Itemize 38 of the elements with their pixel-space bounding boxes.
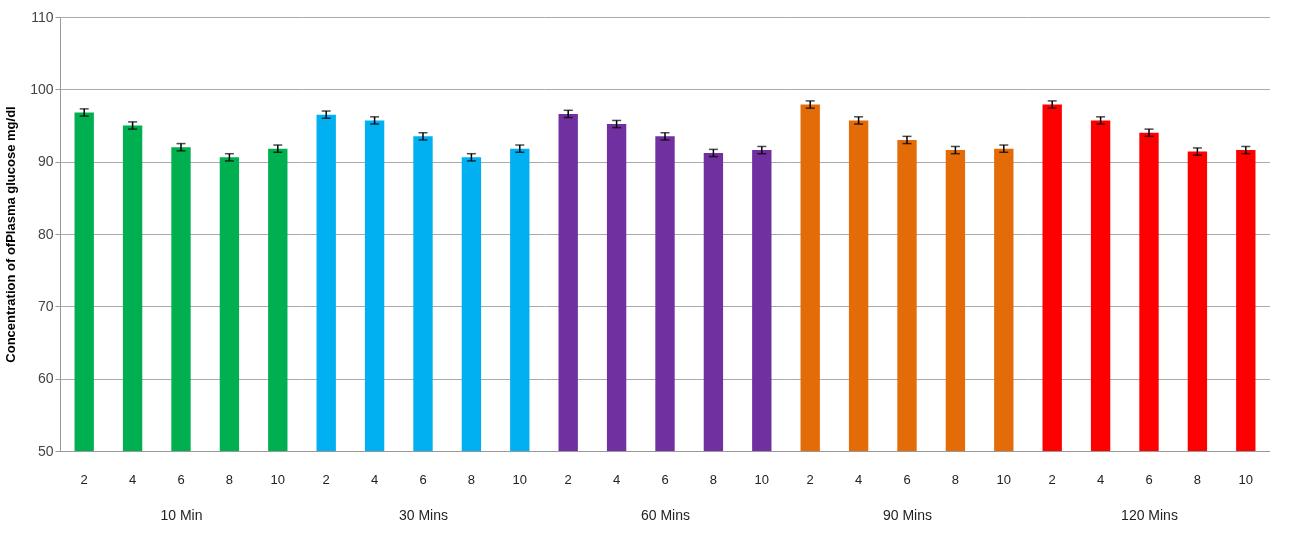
x-tick-label: 6	[1145, 471, 1153, 487]
x-tick-label: 6	[661, 471, 669, 487]
x-tick-label: 6	[419, 471, 427, 487]
x-tick-label: 8	[1193, 471, 1202, 487]
x-tick-label: 8	[951, 471, 960, 487]
y-tick-label: 70	[37, 297, 54, 314]
x-tick-label: 10	[1238, 471, 1254, 487]
x-axis-title: 60 Mins	[640, 506, 691, 523]
y-tick-label: 80	[37, 225, 54, 242]
y-tick-label: 60	[37, 370, 54, 387]
x-tick-label: 10	[512, 471, 528, 487]
x-tick-label: 2	[1048, 471, 1056, 487]
x-tick-label: 4	[128, 471, 137, 487]
x-tick-label: 4	[370, 471, 379, 487]
x-tick-label: 8	[709, 471, 718, 487]
x-tick-label: 4	[854, 471, 863, 487]
y-tick-label: 100	[30, 80, 54, 97]
x-tick-label: 6	[903, 471, 911, 487]
y-tick-label: 90	[37, 153, 54, 170]
x-tick-label: 10	[996, 471, 1012, 487]
x-axis-title: 120 Mins	[1121, 506, 1178, 523]
x-tick-label: 4	[612, 471, 621, 487]
x-tick-label: 10	[270, 471, 286, 487]
x-axis-title: 30 Mins	[398, 506, 449, 523]
x-tick-label: 2	[80, 471, 88, 487]
x-tick-label: 8	[467, 471, 476, 487]
x-tick-label: 4	[1096, 471, 1105, 487]
x-tick-label: 2	[564, 471, 572, 487]
x-axis-title: 10 Min	[160, 506, 203, 523]
x-tick-label: 10	[754, 471, 770, 487]
x-tick-label: 8	[225, 471, 234, 487]
x-tick-label: 2	[806, 471, 814, 487]
x-tick-label: 6	[177, 471, 185, 487]
y-axis-title: Concentration of ofPlasma glucose mg/dl	[3, 106, 19, 363]
y-tick-label: 50	[37, 442, 54, 459]
x-tick-label: 2	[322, 471, 330, 487]
x-axis-title: 90 Mins	[882, 506, 933, 523]
y-tick-label: 110	[31, 8, 54, 25]
